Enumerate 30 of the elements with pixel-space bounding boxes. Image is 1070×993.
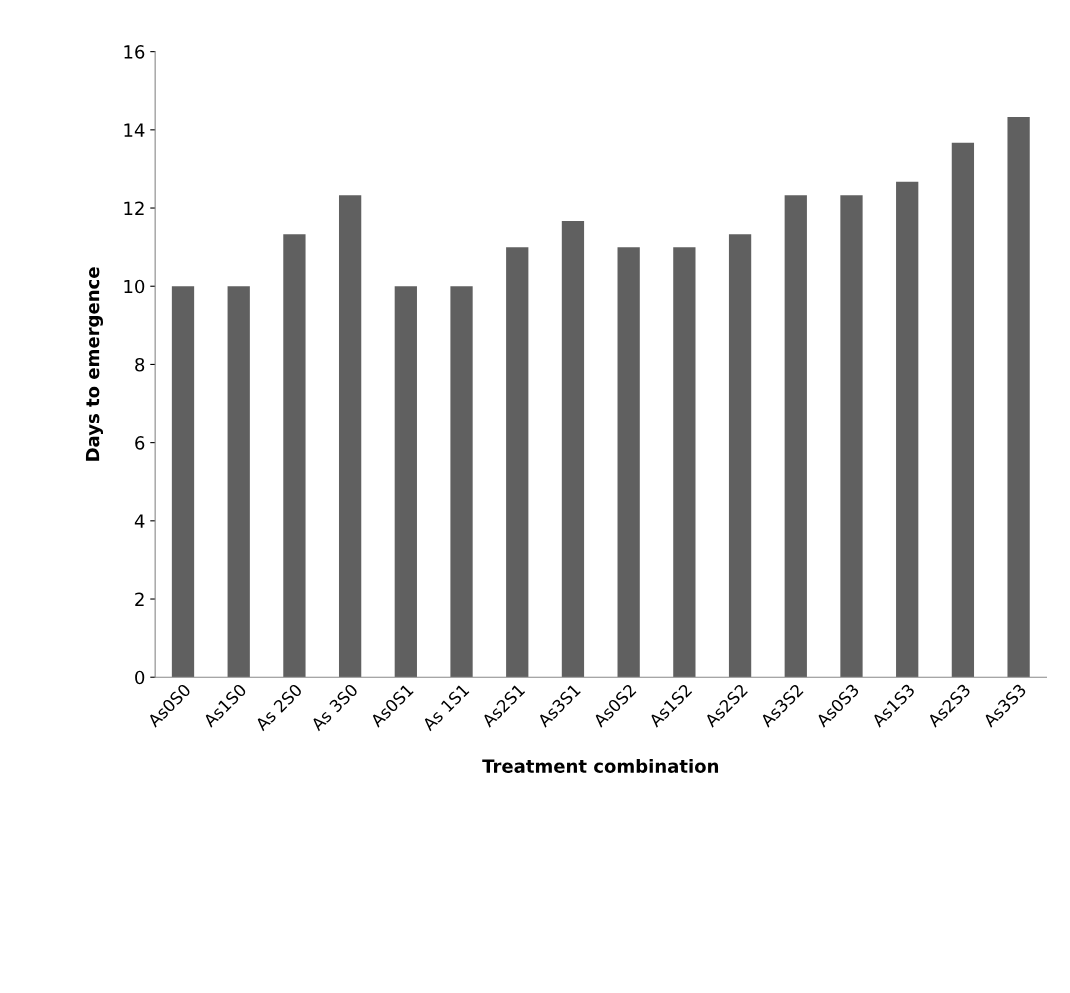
x-tick-label: As 2S0 (254, 683, 303, 732)
bar (784, 195, 807, 678)
x-tick-label: As 1S1 (421, 683, 470, 732)
bar (951, 142, 975, 678)
y-tick-label: 0 (135, 670, 145, 685)
y-tick-label: 8 (135, 357, 145, 372)
bar (283, 234, 306, 678)
bar (617, 247, 640, 678)
x-tick-label: As 3S0 (310, 683, 359, 732)
bar (506, 247, 529, 678)
y-axis-title: Days to emergence (85, 267, 104, 461)
bar (561, 220, 585, 678)
y-tick-label: 16 (124, 45, 145, 59)
bar (840, 195, 863, 678)
y-tick-label: 14 (124, 123, 145, 137)
y-tick-label: 2 (135, 592, 144, 606)
bar (728, 234, 752, 678)
bar (394, 286, 417, 678)
y-tick-label: 4 (134, 514, 145, 528)
bar (450, 286, 473, 678)
y-tick-label: 12 (124, 201, 144, 215)
bar (171, 286, 195, 678)
bar (896, 181, 919, 678)
bar (1007, 116, 1030, 678)
bar (227, 286, 250, 678)
bar (673, 247, 696, 678)
y-tick-label: 6 (135, 436, 145, 450)
y-tick-label: 10 (124, 279, 145, 294)
bar (338, 195, 362, 678)
x-axis-title: Treatment combination (482, 758, 719, 773)
